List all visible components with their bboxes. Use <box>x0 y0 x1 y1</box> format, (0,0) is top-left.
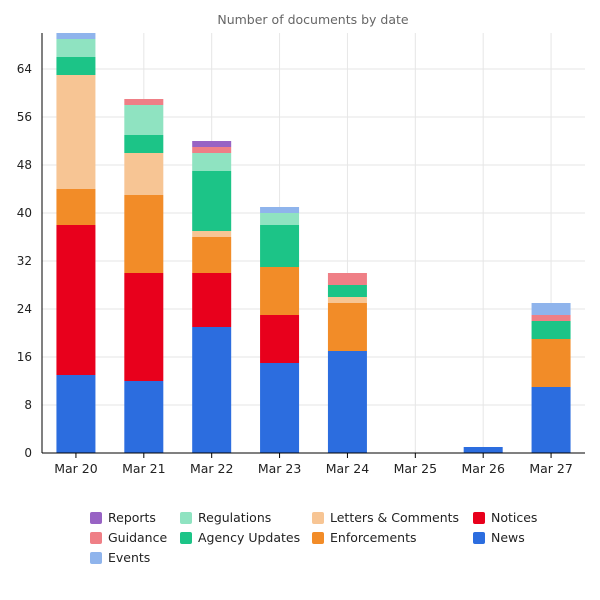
bar-segment-news[interactable] <box>463 447 503 453</box>
legend-item-news[interactable]: News <box>473 530 525 545</box>
bar-segment-notices[interactable] <box>260 315 300 363</box>
bar-segment-events[interactable] <box>531 303 571 315</box>
y-tick-label: 64 <box>17 62 32 76</box>
y-tick-label: 40 <box>17 206 32 220</box>
bar-segment-reports[interactable] <box>192 141 232 147</box>
legend-item-guidance[interactable]: Guidance <box>90 530 167 545</box>
legend-item-regulations[interactable]: Regulations <box>180 510 271 525</box>
bar-segment-events[interactable] <box>260 207 300 213</box>
bar-segment-letters-comments[interactable] <box>124 153 164 195</box>
bar-segment-guidance[interactable] <box>327 273 367 285</box>
legend-label: Notices <box>491 510 538 525</box>
bar-segment-guidance[interactable] <box>192 147 232 153</box>
bar-segment-agency-updates[interactable] <box>531 321 571 339</box>
bar-segment-news[interactable] <box>327 351 367 453</box>
bar-segment-enforcements[interactable] <box>260 267 300 315</box>
bar-segment-agency-updates[interactable] <box>192 171 232 231</box>
bar-segment-notices[interactable] <box>56 225 96 375</box>
bar-segment-agency-updates[interactable] <box>56 57 96 75</box>
axes: 0 8 16 24 32 40 48 56 64 Mar 20 Mar 21 Mar 22 Mar 23… <box>17 33 585 476</box>
legend-swatch <box>312 511 324 524</box>
legend-label: Guidance <box>108 530 168 545</box>
legend-swatch <box>90 551 102 564</box>
legend-item-reports[interactable]: Reports <box>90 510 156 525</box>
bar-segment-enforcements[interactable] <box>56 189 96 225</box>
bar-segment-letters-comments[interactable] <box>327 297 367 303</box>
bar-segment-regulations[interactable] <box>124 105 164 135</box>
bar-segment-agency-updates[interactable] <box>124 135 164 153</box>
x-tick-label: Mar 20 <box>54 461 98 476</box>
legend-swatch <box>473 511 485 524</box>
legend-swatch <box>90 511 102 524</box>
legend-swatch <box>473 531 485 544</box>
bar-segment-regulations[interactable] <box>260 213 300 225</box>
y-tick-label: 24 <box>17 302 32 316</box>
y-tick-label: 32 <box>17 254 32 268</box>
legend-swatch <box>90 531 102 544</box>
stacked-bar-chart: Number of documents by date 0 8 16 24 32 40 48… <box>17 12 585 476</box>
legend-label: News <box>491 530 525 545</box>
legend-label: Letters & Comments <box>330 510 460 525</box>
legend-item-agency-updates[interactable]: Agency Updates <box>180 530 300 545</box>
bar-segment-enforcements[interactable] <box>192 237 232 273</box>
bar-segment-notices[interactable] <box>192 273 232 327</box>
chart-title: Number of documents by date <box>217 12 409 27</box>
x-tick-label: Mar 27 <box>529 461 572 476</box>
legend-label: Regulations <box>198 510 272 525</box>
bar-segment-enforcements[interactable] <box>124 195 164 273</box>
bar-segment-guidance[interactable] <box>531 315 571 321</box>
legend-swatch <box>312 531 324 544</box>
y-tick-label: 8 <box>24 398 32 412</box>
bar-segment-news[interactable] <box>192 327 232 453</box>
legend-label: Events <box>108 550 151 565</box>
bar-segment-guidance[interactable] <box>124 99 164 105</box>
bars <box>56 33 571 453</box>
y-tick-label: 48 <box>17 158 32 172</box>
x-tick-label: Mar 21 <box>122 461 165 476</box>
grid-lines <box>42 33 585 454</box>
legend-label: Reports <box>108 510 156 525</box>
legend-item-events[interactable]: Events <box>90 550 150 565</box>
y-tick-label: 56 <box>17 110 32 124</box>
legend-swatch <box>180 511 192 524</box>
bar-segment-regulations[interactable] <box>192 153 232 171</box>
legend-label: Enforcements <box>330 530 417 545</box>
x-tick-label: Mar 22 <box>190 461 233 476</box>
bar-segment-news[interactable] <box>56 375 96 453</box>
bar-segment-enforcements[interactable] <box>327 303 367 351</box>
bar-segment-news[interactable] <box>260 363 300 453</box>
bar-segment-regulations[interactable] <box>56 39 96 57</box>
legend-label: Agency Updates <box>198 530 301 545</box>
bar-segment-enforcements[interactable] <box>531 339 571 387</box>
y-tick-label: 0 <box>24 446 32 460</box>
legend-item-notices[interactable]: Notices <box>473 510 537 525</box>
legend-swatch <box>180 531 192 544</box>
bar-segment-agency-updates[interactable] <box>260 225 300 267</box>
bar-segment-news[interactable] <box>531 387 571 453</box>
bar-segment-agency-updates[interactable] <box>327 285 367 297</box>
x-tick-label: Mar 26 <box>461 461 505 476</box>
x-tick-label: Mar 24 <box>326 461 370 476</box>
legend-item-enforcements[interactable]: Enforcements <box>312 530 417 545</box>
x-tick-label: Mar 25 <box>394 461 437 476</box>
bar-segment-letters-comments[interactable] <box>56 75 96 189</box>
y-tick-label: 16 <box>17 350 32 364</box>
bar-segment-events[interactable] <box>56 33 96 39</box>
bar-segment-news[interactable] <box>124 381 164 453</box>
legend-item-letters-comments[interactable]: Letters & Comments <box>312 510 459 525</box>
x-tick-label: Mar 23 <box>258 461 301 476</box>
bar-segment-notices[interactable] <box>124 273 164 381</box>
bar-segment-letters-comments[interactable] <box>192 231 232 237</box>
